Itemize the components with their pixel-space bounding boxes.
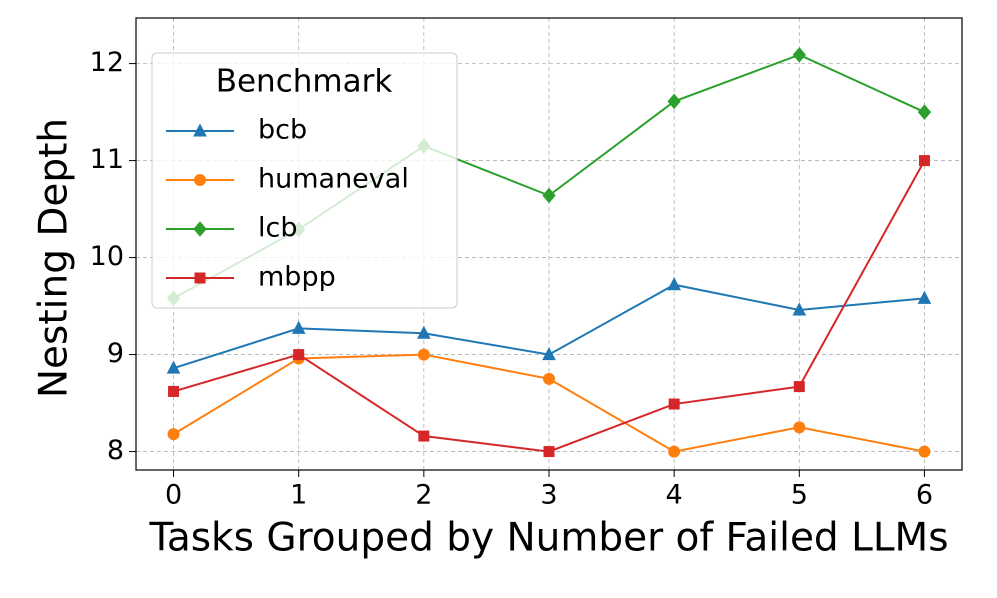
marker — [417, 325, 431, 339]
marker — [667, 277, 681, 291]
x-axis-label: Tasks Grouped by Number of Failed LLMs — [148, 516, 948, 561]
marker — [793, 381, 805, 393]
marker — [543, 446, 555, 458]
y-tick-label: 11 — [90, 144, 124, 175]
marker — [166, 360, 181, 374]
x-tick-label: 0 — [165, 480, 182, 511]
x-tick-label: 1 — [290, 480, 307, 511]
legend-label: lcb — [258, 213, 298, 244]
marker — [668, 445, 681, 458]
x-tick-label: 6 — [916, 480, 933, 511]
marker — [291, 320, 306, 334]
legend-box — [151, 52, 458, 309]
x-tick-label: 4 — [666, 480, 683, 511]
marker — [792, 302, 807, 316]
x-tick-label: 3 — [540, 480, 557, 511]
marker — [668, 398, 680, 410]
y-tick-label: 8 — [107, 435, 124, 466]
marker — [918, 445, 931, 458]
plot-frame — [135, 17, 963, 471]
marker — [917, 290, 932, 304]
legend-title: Benchmark — [216, 64, 393, 100]
legend-label: bcb — [258, 115, 307, 146]
legend-marker — [194, 174, 206, 186]
marker — [417, 348, 430, 361]
x-tick-label: 5 — [791, 480, 808, 511]
y-tick-label: 9 — [107, 338, 124, 369]
y-axis-label: Nesting Depth — [32, 118, 77, 398]
marker — [168, 385, 180, 397]
marker — [667, 93, 681, 110]
marker — [793, 421, 806, 434]
y-tick-label: 12 — [90, 47, 124, 78]
legend: Benchmark bcb humaneval lcb mbpp — [151, 52, 458, 309]
marker — [167, 428, 180, 441]
legend-marker — [193, 221, 207, 237]
legend-label: mbpp — [258, 262, 336, 293]
x-tick-label: 2 — [415, 480, 432, 511]
marker — [542, 346, 556, 361]
marker — [918, 155, 930, 167]
legend-label: humaneval — [258, 164, 409, 195]
legend-marker — [194, 272, 206, 284]
marker — [543, 372, 555, 385]
marker — [792, 47, 806, 63]
marker — [917, 104, 932, 120]
y-tick-label: 10 — [90, 241, 124, 272]
marker — [418, 430, 430, 442]
marker — [293, 349, 305, 361]
marker — [542, 187, 556, 204]
legend-marker — [193, 123, 207, 137]
